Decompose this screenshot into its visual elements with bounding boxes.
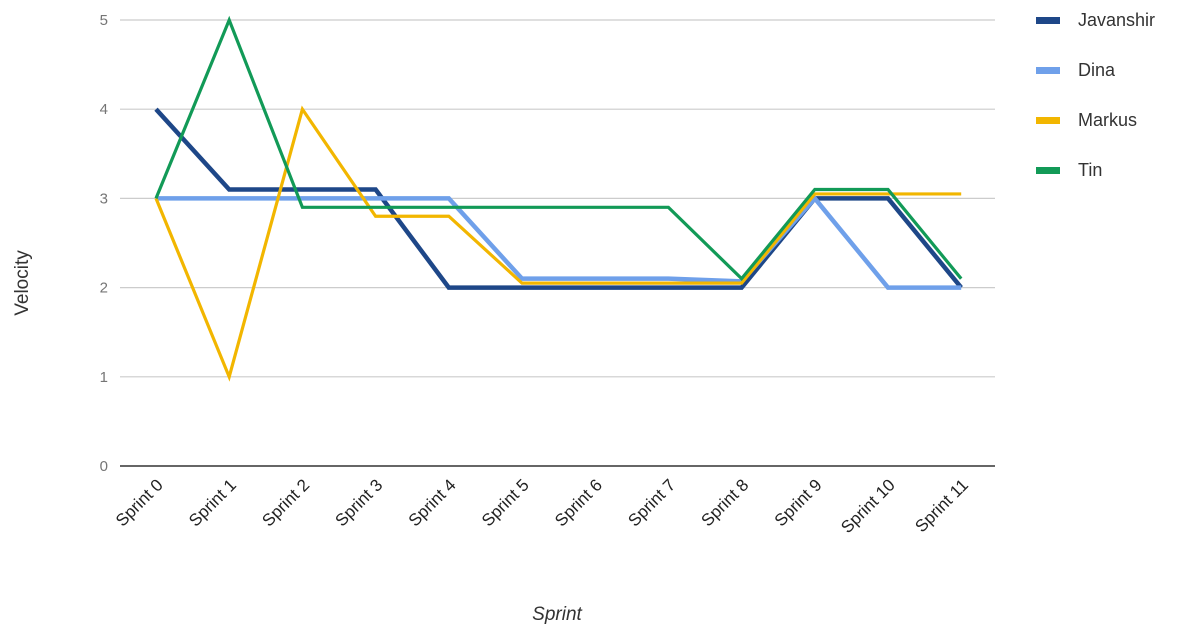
legend: Javanshir Dina Markus Tin xyxy=(1036,10,1155,180)
legend-swatch xyxy=(1036,17,1060,24)
series-lines xyxy=(154,15,963,382)
legend-item-dina[interactable]: Dina xyxy=(1036,60,1116,80)
y-tick-label: 5 xyxy=(100,12,108,29)
y-tick-label: 2 xyxy=(100,280,108,297)
y-tick-label: 3 xyxy=(100,190,108,207)
legend-swatch xyxy=(1036,117,1060,124)
x-tick-label: Sprint 7 xyxy=(624,475,679,530)
legend-item-tin[interactable]: Tin xyxy=(1036,160,1102,180)
x-tick-label: Sprint 3 xyxy=(332,475,387,530)
y-axis-ticks: 0 1 2 3 4 5 xyxy=(100,12,108,475)
y-tick-label: 4 xyxy=(100,101,108,118)
x-axis-title: Sprint xyxy=(532,604,582,625)
x-tick-label: Sprint 0 xyxy=(112,475,167,530)
series-line-javanshir xyxy=(154,107,963,290)
x-tick-label: Sprint 2 xyxy=(258,475,313,530)
x-tick-label: Sprint 4 xyxy=(405,475,460,530)
x-tick-label: Sprint 8 xyxy=(698,475,753,530)
legend-swatch xyxy=(1036,167,1060,174)
x-tick-label: Sprint 11 xyxy=(911,475,972,536)
y-tick-label: 0 xyxy=(100,458,108,475)
legend-label: Javanshir xyxy=(1078,10,1155,30)
series-line-dina xyxy=(156,194,962,290)
legend-item-javanshir[interactable]: Javanshir xyxy=(1036,10,1155,30)
series-line-markus xyxy=(154,105,962,382)
x-tick-label: Sprint 9 xyxy=(771,475,826,530)
y-tick-label: 1 xyxy=(100,369,108,386)
x-axis-ticks: Sprint 0 Sprint 1 Sprint 2 Sprint 3 Sprint 4… xyxy=(112,475,972,537)
legend-label: Tin xyxy=(1078,160,1102,180)
x-tick-label: Sprint 5 xyxy=(478,475,533,530)
series-line-tin xyxy=(154,15,963,282)
x-tick-label: Sprint 6 xyxy=(551,475,606,530)
legend-label: Dina xyxy=(1078,60,1116,80)
x-tick-label: Sprint 10 xyxy=(837,475,899,537)
legend-label: Markus xyxy=(1078,110,1137,130)
legend-item-markus[interactable]: Markus xyxy=(1036,110,1137,130)
legend-swatch xyxy=(1036,67,1060,74)
y-axis-title: Velocity xyxy=(12,250,33,316)
x-tick-label: Sprint 1 xyxy=(185,475,240,530)
